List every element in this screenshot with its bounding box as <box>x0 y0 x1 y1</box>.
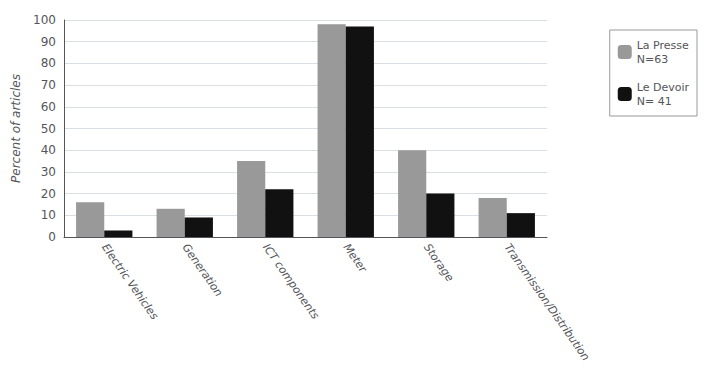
svg-text:Generation: Generation <box>179 241 225 299</box>
svg-text:100: 100 <box>33 13 56 27</box>
svg-text:ICT components: ICT components <box>260 241 322 322</box>
svg-text:N=63: N=63 <box>637 53 668 66</box>
svg-text:Meter: Meter <box>340 241 370 276</box>
svg-text:N= 41: N= 41 <box>637 95 672 108</box>
svg-text:0: 0 <box>48 230 56 244</box>
svg-text:60: 60 <box>41 100 56 114</box>
svg-text:Percent of articles: Percent of articles <box>9 74 23 183</box>
svg-text:70: 70 <box>41 78 56 92</box>
svg-text:50: 50 <box>41 122 56 136</box>
svg-text:Storage: Storage <box>421 241 456 284</box>
svg-text:90: 90 <box>41 35 56 49</box>
svg-text:10: 10 <box>41 208 56 222</box>
svg-text:80: 80 <box>41 56 56 70</box>
svg-text:40: 40 <box>41 143 56 157</box>
svg-text:La Presse: La Presse <box>637 39 689 52</box>
svg-text:30: 30 <box>41 165 56 179</box>
svg-text:20: 20 <box>41 187 56 201</box>
svg-text:Electric Vehicles: Electric Vehicles <box>99 241 161 322</box>
svg-text:Transmission/Distribution: Transmission/Distribution <box>501 241 592 363</box>
svg-text:Le Devoir: Le Devoir <box>637 81 690 94</box>
